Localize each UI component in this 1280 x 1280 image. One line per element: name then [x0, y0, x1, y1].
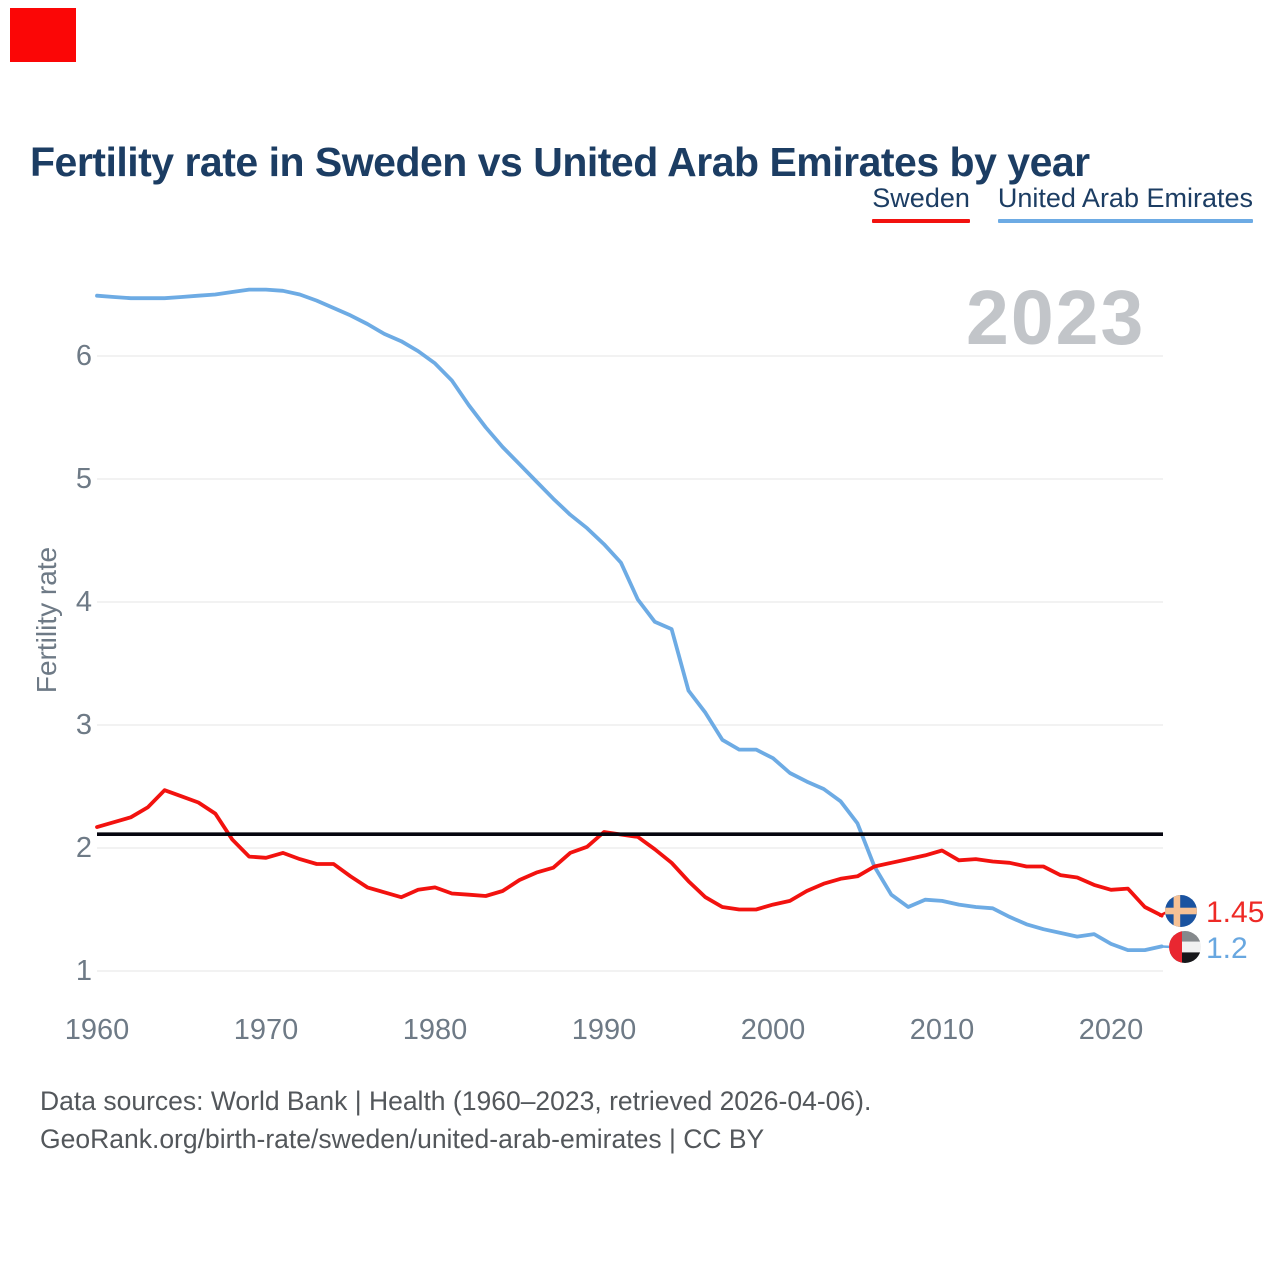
- y-tick-label: 2: [75, 832, 92, 864]
- footer: Data sources: World Bank | Health (1960–…: [40, 1082, 871, 1158]
- red-annotation-box: [10, 8, 76, 62]
- gridlines: [97, 355, 1163, 972]
- y-tick-label: 4: [75, 586, 92, 618]
- y-tick-label: 5: [75, 463, 92, 495]
- x-tick-label: 2000: [740, 1014, 806, 1046]
- uae-flag-icon: [1169, 931, 1201, 963]
- y-tick-label: 1: [75, 955, 92, 987]
- sweden-end-value: 1.45: [1206, 896, 1265, 929]
- legend-item-sweden[interactable]: Sweden: [872, 183, 970, 223]
- y-tick-label: 6: [75, 340, 92, 372]
- sweden-flag-icon: [1165, 895, 1197, 927]
- x-tick-label: 1960: [64, 1014, 130, 1046]
- uae-legend-underline: [997, 219, 1253, 223]
- footer-attribution-line: GeoRank.org/birth-rate/sweden/united-ara…: [40, 1124, 765, 1154]
- sweden-series-line: [95, 788, 1164, 918]
- x-tick-label: 1980: [402, 1014, 468, 1046]
- y-tick-label: 3: [75, 709, 92, 741]
- legend-item-uae[interactable]: United Arab Emirates: [997, 183, 1253, 223]
- x-tick-label: 2020: [1078, 1014, 1144, 1046]
- uae-end-value: 1.2: [1206, 932, 1248, 965]
- legend: Sweden United Arab Emirates: [872, 183, 1253, 223]
- legend-label-uae: United Arab Emirates: [997, 183, 1253, 213]
- x-tick-label: 1970: [233, 1014, 299, 1046]
- legend-label-sweden: Sweden: [872, 183, 970, 213]
- watermark-year: 2023: [966, 275, 1146, 361]
- footer-source-line: Data sources: World Bank | Health (1960–…: [40, 1086, 872, 1116]
- x-tick-label: 2010: [909, 1014, 975, 1046]
- uae-series-line: [95, 287, 1164, 952]
- x-tick-label: 1990: [571, 1014, 637, 1046]
- sweden-legend-underline: [872, 219, 970, 223]
- chart-title: Fertility rate in Sweden vs United Arab …: [30, 139, 1090, 186]
